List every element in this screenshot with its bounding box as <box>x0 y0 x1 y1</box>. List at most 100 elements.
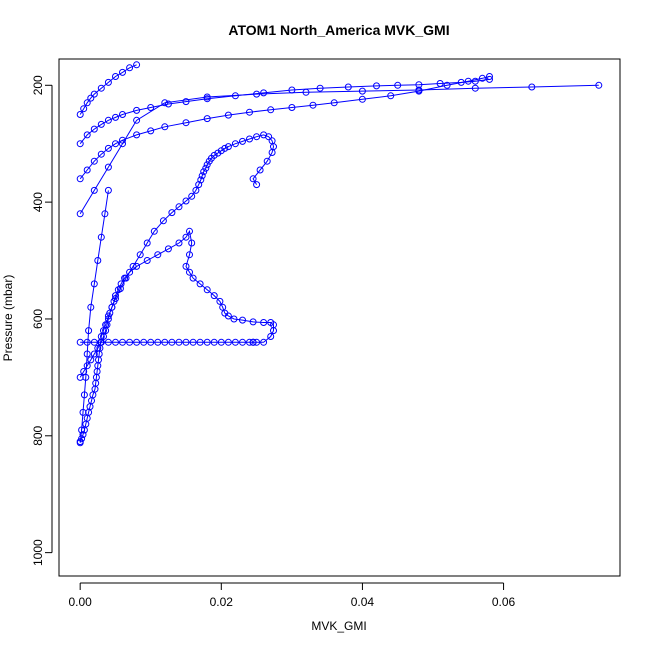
data-point <box>316 84 324 92</box>
data-point <box>119 68 126 76</box>
data-point <box>309 101 317 109</box>
data-point <box>83 350 91 358</box>
data-point <box>147 338 155 346</box>
data-point <box>210 338 218 346</box>
data-point <box>100 333 107 340</box>
data-point <box>253 181 261 189</box>
data-point <box>202 164 210 172</box>
data-point <box>270 327 277 335</box>
x-axis: 0.00 0.02 0.04 0.06 <box>68 582 516 609</box>
series-line <box>79 229 274 378</box>
data-point <box>90 157 98 165</box>
data-point <box>239 316 246 324</box>
data-point <box>268 149 276 156</box>
x-tick-label: 0.04 <box>351 595 375 609</box>
data-point <box>231 140 239 148</box>
data-point <box>90 186 98 194</box>
data-point <box>196 338 204 346</box>
data-point <box>112 292 119 300</box>
data-point <box>147 127 155 135</box>
data-point <box>97 120 105 128</box>
data-point <box>260 319 268 326</box>
data-point <box>189 274 197 282</box>
data-point <box>90 125 98 133</box>
data-point <box>394 81 402 89</box>
data-point <box>224 338 232 346</box>
data-point <box>471 77 479 85</box>
data-point <box>358 95 366 103</box>
data-point <box>87 303 95 311</box>
data-point <box>253 338 261 346</box>
data-point <box>79 408 87 416</box>
data-point <box>133 106 141 114</box>
series-2 <box>76 227 277 381</box>
data-point <box>595 81 603 89</box>
data-point <box>104 78 112 86</box>
data-point <box>182 98 190 106</box>
data-point <box>83 362 91 370</box>
data-point <box>182 197 190 205</box>
data-point <box>80 105 88 113</box>
data-point <box>478 74 486 82</box>
y-axis-label: Pressure (mbar) <box>1 275 15 362</box>
data-point <box>161 123 169 131</box>
data-point <box>186 227 193 235</box>
data-point <box>140 338 148 346</box>
data-point <box>186 251 193 259</box>
data-point <box>260 89 268 97</box>
data-point <box>94 257 102 264</box>
data-point <box>415 81 423 89</box>
data-point <box>119 140 126 148</box>
plot-area <box>76 61 603 447</box>
data-point <box>198 172 206 180</box>
y-tick-label: 1000 <box>31 539 45 566</box>
data-point <box>246 338 253 346</box>
data-point <box>528 83 536 91</box>
data-point <box>133 338 141 346</box>
data-point <box>175 338 183 346</box>
data-point <box>182 119 190 127</box>
data-point <box>108 303 116 311</box>
data-point <box>203 338 211 346</box>
data-point <box>104 186 112 194</box>
data-point <box>168 338 176 346</box>
data-point <box>83 166 91 174</box>
data-point <box>197 176 205 184</box>
data-point <box>196 280 204 288</box>
data-point <box>164 245 172 253</box>
data-point <box>126 268 134 276</box>
data-point <box>94 344 102 352</box>
series-8 <box>76 186 112 447</box>
data-point <box>83 99 91 107</box>
series-line <box>79 64 137 115</box>
data-point <box>217 147 225 155</box>
data-point <box>104 163 112 171</box>
data-point <box>436 80 444 87</box>
data-point <box>443 81 451 89</box>
data-point <box>126 338 134 346</box>
data-point <box>188 239 196 247</box>
data-point <box>358 87 366 95</box>
data-point <box>253 90 261 98</box>
data-point <box>161 99 169 107</box>
series-3 <box>76 338 257 346</box>
chart-title: ATOM1 North_America MVK_GMI <box>228 22 449 38</box>
data-point <box>112 140 119 148</box>
data-point <box>154 338 162 346</box>
data-point <box>263 157 271 165</box>
data-point <box>230 315 238 323</box>
x-tick-label: 0.02 <box>210 595 234 609</box>
data-point <box>76 175 84 183</box>
data-point <box>150 227 158 235</box>
data-point <box>114 286 122 294</box>
data-point <box>224 143 232 151</box>
data-point <box>203 161 211 169</box>
series-line <box>79 84 599 215</box>
data-point <box>104 116 112 124</box>
data-point <box>387 92 395 100</box>
data-point <box>147 104 155 111</box>
data-point <box>239 338 246 346</box>
data-point <box>76 140 84 148</box>
data-point <box>249 318 257 326</box>
